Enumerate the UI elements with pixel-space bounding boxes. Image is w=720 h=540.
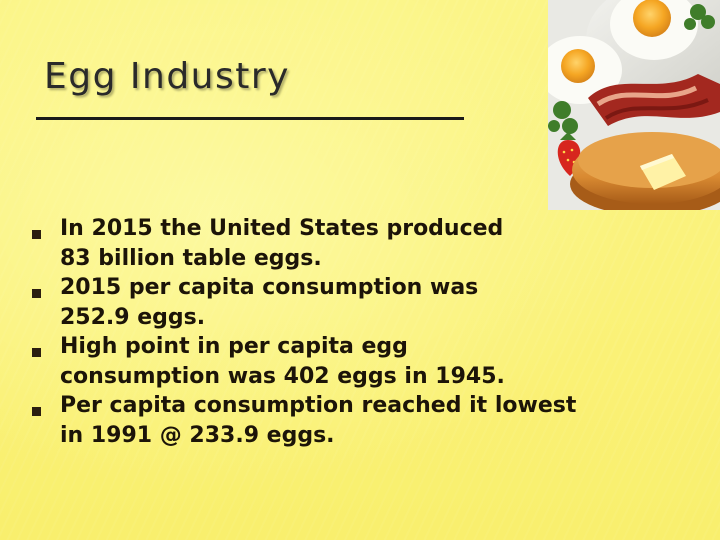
square-bullet-icon — [32, 407, 41, 416]
bullet-text: In 2015 the United States produced 83 bi… — [60, 216, 504, 271]
bullet-item: High point in per capita egg consumption… — [30, 332, 690, 391]
square-bullet-icon — [32, 348, 41, 357]
bullet-text: High point in per capita egg consumption… — [60, 334, 505, 389]
square-bullet-icon — [32, 289, 41, 298]
bullet-item: 2015 per capita consumption was 252.9 eg… — [30, 273, 690, 332]
bullet-item: In 2015 the United States produced 83 bi… — [30, 214, 690, 273]
bullet-item: Per capita consumption reached it lowest… — [30, 391, 690, 450]
title-underline — [36, 117, 464, 120]
bullet-text: 2015 per capita consumption was 252.9 eg… — [60, 275, 479, 330]
square-bullet-icon — [32, 230, 41, 239]
bullet-text: Per capita consumption reached it lowest… — [60, 393, 577, 448]
slide-title: Egg Industry — [44, 56, 290, 97]
bullet-list: In 2015 the United States produced 83 bi… — [30, 214, 690, 450]
breakfast-photo-icon — [548, 0, 720, 210]
